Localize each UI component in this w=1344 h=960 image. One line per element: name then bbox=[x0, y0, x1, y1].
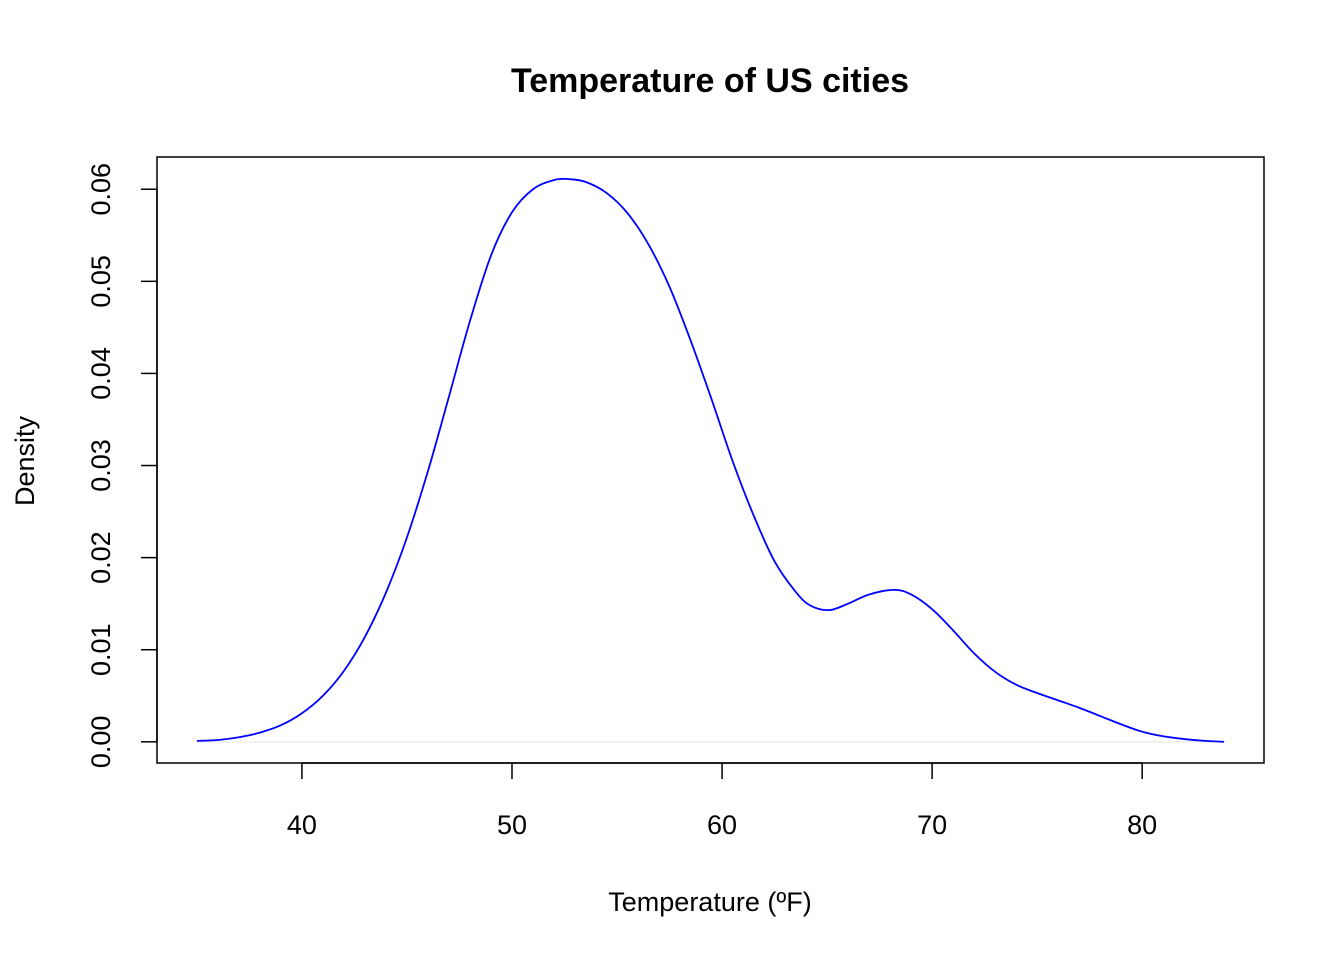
x-tick-label: 70 bbox=[917, 810, 947, 840]
y-axis-title: Density bbox=[10, 415, 40, 506]
plot-border bbox=[156, 156, 1265, 764]
y-tick-label: 0.02 bbox=[86, 531, 116, 584]
y-axis: 0.00 0.01 0.02 0.03 0.04 0.05 0.06 bbox=[86, 163, 158, 769]
y-tick-label: 0.01 bbox=[86, 623, 116, 676]
density-curve bbox=[196, 177, 1225, 743]
chart-title: Temperature of US cities bbox=[511, 62, 909, 100]
x-tick-label: 50 bbox=[497, 810, 527, 840]
y-tick-label: 0.00 bbox=[86, 716, 116, 769]
x-axis: 40 50 60 70 80 bbox=[287, 762, 1157, 840]
y-tick-label: 0.03 bbox=[86, 439, 116, 492]
x-tick-label: 40 bbox=[287, 810, 317, 840]
series-layer bbox=[196, 177, 1225, 743]
x-tick-label: 60 bbox=[707, 810, 737, 840]
x-tick-label: 80 bbox=[1127, 810, 1157, 840]
y-tick-label: 0.05 bbox=[86, 255, 116, 308]
x-axis-title: Temperature (ºF) bbox=[608, 887, 811, 917]
plot-area bbox=[156, 156, 1265, 764]
y-tick-label: 0.04 bbox=[86, 347, 116, 400]
y-tick-label: 0.06 bbox=[86, 163, 116, 216]
